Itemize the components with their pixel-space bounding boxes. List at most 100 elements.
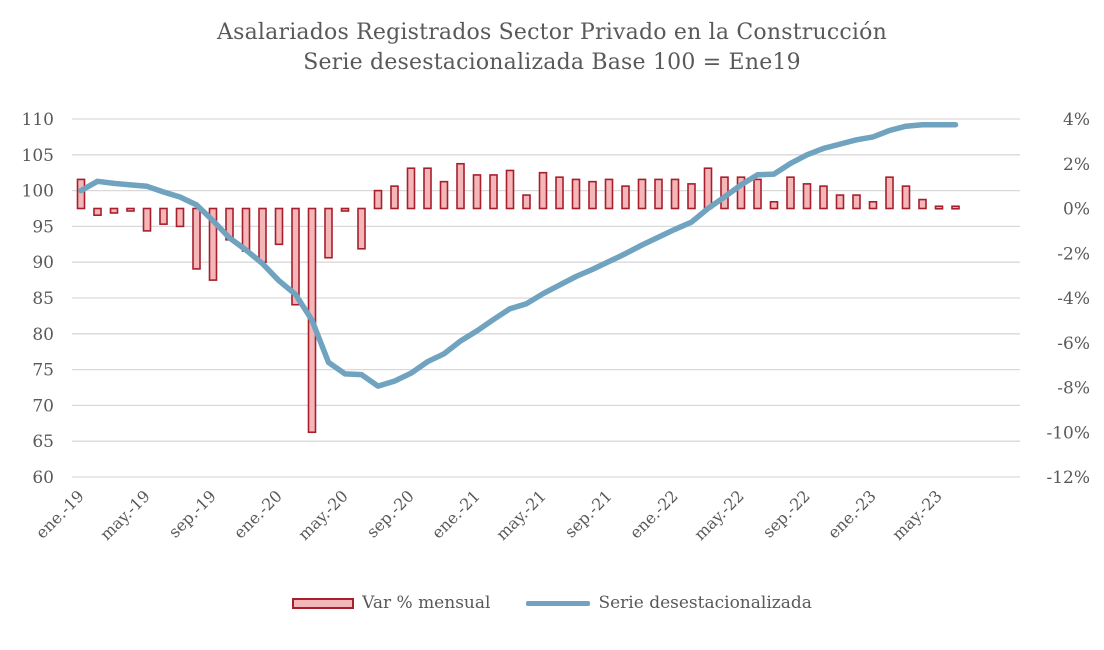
bar [753, 178, 762, 210]
bar-series [76, 162, 960, 434]
bar [357, 207, 366, 250]
y-left-tick-label: 75 [32, 361, 54, 381]
y-left-tick-label: 105 [22, 146, 54, 166]
y-left-tick-label: 85 [32, 289, 54, 309]
legend-swatch-line [526, 600, 591, 606]
y-left-tick-label: 90 [32, 253, 54, 273]
bar [489, 174, 498, 210]
bar [522, 194, 531, 210]
bar [456, 162, 465, 210]
bar [76, 178, 86, 210]
bar [687, 183, 696, 210]
y-right-tick-label: -6% [1057, 334, 1090, 354]
chart-subtitle: Serie desestacionalizada Base 100 = Ene1… [303, 50, 801, 75]
legend-item-bars: Var % mensual [292, 593, 490, 613]
bar [109, 207, 119, 214]
x-tick-label: ene.-23 [824, 486, 880, 542]
y-right-tick-label: -2% [1057, 244, 1090, 264]
y-right-tick-label: -10% [1046, 423, 1090, 443]
y-right-tick-label: 4% [1063, 110, 1090, 130]
bar [472, 174, 482, 210]
bar [390, 185, 399, 210]
y-left-tick-label: 70 [32, 396, 54, 416]
y-left-tick-label: 95 [32, 217, 54, 237]
bar [439, 180, 449, 210]
bar [555, 176, 564, 210]
bar [852, 194, 861, 210]
bar [159, 207, 168, 225]
legend: Var % mensual Serie desestacionalizada [0, 593, 1104, 613]
legend-swatch-bars [292, 597, 355, 609]
bar [241, 207, 251, 252]
bar [604, 178, 614, 210]
bar [786, 176, 795, 210]
bar [868, 200, 878, 210]
x-tick-label: may.-20 [294, 486, 352, 544]
y-left-tick-label: 110 [22, 110, 54, 130]
legend-label-line: Serie desestacionalizada [598, 593, 812, 613]
bar [208, 207, 218, 281]
y-left-tick-label: 100 [22, 182, 54, 202]
y-left-tick-label: 65 [32, 432, 54, 452]
bar [951, 205, 960, 210]
bar [505, 169, 515, 210]
bar [654, 178, 663, 210]
legend-item-line: Serie desestacionalizada [526, 593, 812, 613]
bar [93, 207, 102, 217]
bar [538, 171, 548, 210]
x-tick-label: may.-22 [690, 486, 748, 544]
bar [621, 185, 630, 210]
x-tick-label: sep.-22 [759, 486, 814, 541]
bar [918, 198, 927, 210]
legend-label-bars: Var % mensual [362, 593, 491, 613]
y-right-tick-label: -12% [1046, 468, 1090, 488]
x-tick-label: sep.-20 [363, 486, 418, 541]
y-right-tick-label: 0% [1063, 200, 1090, 220]
x-tick-label: may.-19 [96, 486, 154, 544]
bar [670, 178, 680, 210]
chart-title: Asalariados Registrados Sector Privado e… [217, 20, 887, 45]
bar [637, 178, 647, 210]
bar [819, 185, 828, 210]
bar [324, 207, 333, 259]
x-tick-label: may.-23 [888, 486, 946, 544]
y-right-tick-label: -8% [1057, 379, 1090, 399]
x-tick-label: ene.-22 [626, 486, 682, 542]
x-tick-label: ene.-21 [428, 486, 484, 542]
x-axis: ene.-19 may.-19 sep.-19 ene.-20 may.-20 sep.-… [32, 486, 946, 544]
bar [588, 180, 597, 210]
bar [423, 167, 432, 210]
line-series [78, 121, 959, 389]
y-left-tick-label: 60 [32, 468, 54, 488]
bar [802, 183, 812, 210]
x-tick-label: ene.-20 [230, 486, 286, 542]
bar [901, 185, 911, 210]
x-tick-label: ene.-19 [32, 486, 88, 542]
bar [126, 207, 135, 212]
bar [835, 194, 845, 210]
bar [736, 176, 746, 210]
bar [142, 207, 152, 232]
x-tick-label: may.-21 [492, 486, 550, 544]
bar [885, 176, 894, 210]
bar [769, 200, 779, 210]
y-right-tick-label: -4% [1057, 289, 1090, 309]
bar [340, 207, 350, 212]
y-left-tick-label: 80 [32, 325, 54, 345]
bar [274, 207, 284, 246]
y-axis-left: 60 65 70 75 80 85 90 95 100 105 110 [22, 110, 54, 488]
y-axis-right: -12% -10% -8% -6% -4% -2% 0% 2% 4% [1046, 110, 1090, 488]
y-right-tick-label: 2% [1063, 155, 1090, 175]
bar [571, 178, 581, 210]
x-tick-label: sep.-21 [561, 486, 616, 541]
bar [406, 167, 416, 210]
bar [291, 207, 300, 306]
bar [175, 207, 185, 228]
bar [934, 205, 944, 210]
bar [703, 167, 713, 210]
bar [258, 207, 267, 264]
x-tick-label: sep.-19 [165, 486, 220, 541]
series-line [78, 121, 959, 389]
